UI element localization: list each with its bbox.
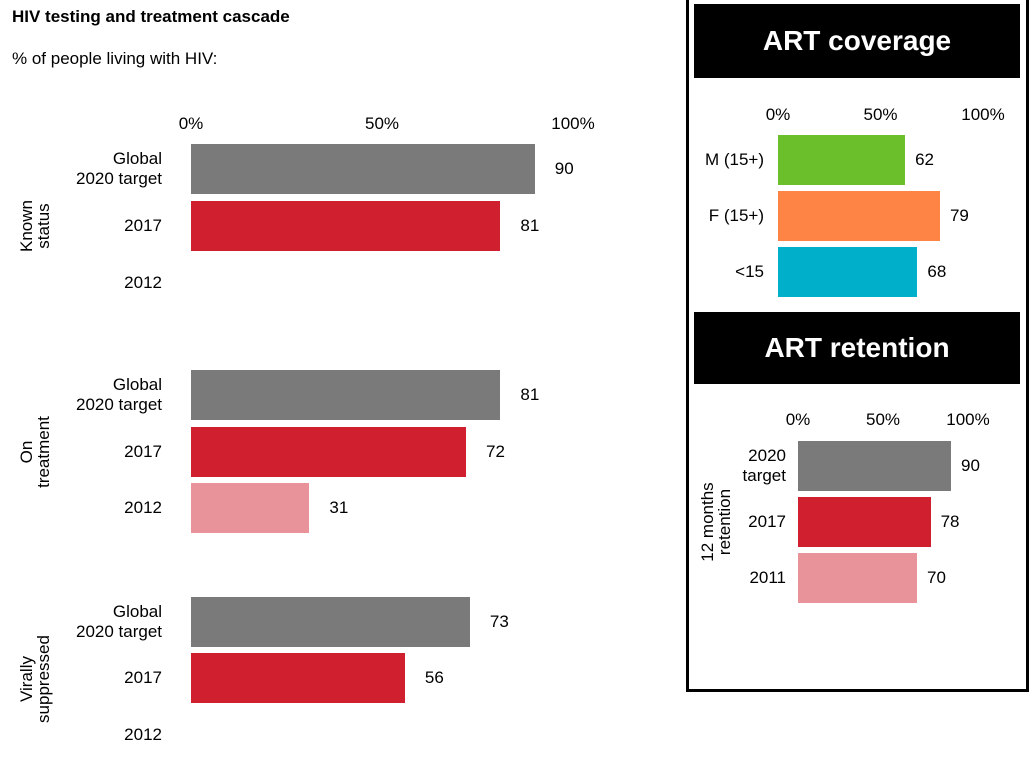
x-tick-label: 100% (946, 410, 990, 429)
data-label: 78 (940, 512, 960, 531)
data-label: 81 (520, 385, 540, 404)
group-label: Virally suppressed (17, 634, 53, 723)
category-label: Global 2020 target (75, 375, 162, 414)
category-label: 2017 (124, 668, 162, 687)
x-tick-label: 0% (178, 114, 204, 133)
category-label: 2012 (124, 498, 162, 517)
group-label: 12 months retention (698, 482, 734, 562)
category-label: <15 (735, 262, 764, 281)
data-label: 73 (489, 612, 509, 631)
x-tick-label: 0% (765, 105, 791, 124)
side-panel (686, 0, 1029, 692)
bar (191, 597, 470, 647)
x-tick-label: 100% (961, 105, 1005, 124)
bar (798, 553, 917, 603)
group-label: Known status (17, 200, 53, 252)
x-tick-label: 0% (785, 410, 811, 429)
bar (191, 483, 310, 533)
bar (798, 497, 931, 547)
panel-header: ART retention (694, 312, 1020, 384)
data-label: 81 (520, 216, 540, 235)
bar (191, 144, 535, 194)
data-label: 72 (486, 442, 505, 461)
category-label: 2020 target (742, 446, 786, 485)
bar (191, 427, 467, 477)
chart-title: HIV testing and treatment cascade (12, 7, 290, 26)
category-label: 2012 (124, 725, 162, 744)
data-label: 68 (927, 262, 947, 281)
data-label: 79 (949, 206, 969, 225)
data-label: 90 (961, 456, 980, 475)
data-label: 70 (927, 568, 946, 587)
category-label: 2017 (748, 512, 786, 531)
bar (191, 653, 405, 703)
category-label: M (15+) (704, 150, 764, 169)
data-label: 31 (329, 498, 349, 517)
category-label: 2012 (124, 273, 162, 292)
category-label: 2017 (124, 216, 162, 235)
x-tick-label: 50% (863, 105, 898, 124)
bar (778, 247, 918, 297)
data-label: 56 (424, 668, 444, 687)
chart-subtitle: % of people living with HIV: (12, 49, 218, 68)
bar (798, 441, 951, 491)
group-label: On treatment (17, 415, 53, 488)
bar (778, 191, 940, 241)
bar (191, 370, 501, 420)
panel-header: ART coverage (694, 4, 1020, 78)
category-label: 2017 (124, 442, 162, 461)
category-label: F (15+) (708, 206, 764, 225)
bar (191, 201, 501, 251)
data-label: 62 (915, 150, 935, 169)
category-label: 2011 (749, 568, 786, 587)
bar (778, 135, 906, 185)
x-tick-label: 50% (364, 114, 400, 133)
x-tick-label: 100% (551, 114, 595, 133)
data-label: 90 (554, 159, 574, 178)
x-tick-label: 50% (865, 410, 901, 429)
category-label: Global 2020 target (75, 149, 162, 188)
category-label: Global 2020 target (75, 602, 162, 641)
